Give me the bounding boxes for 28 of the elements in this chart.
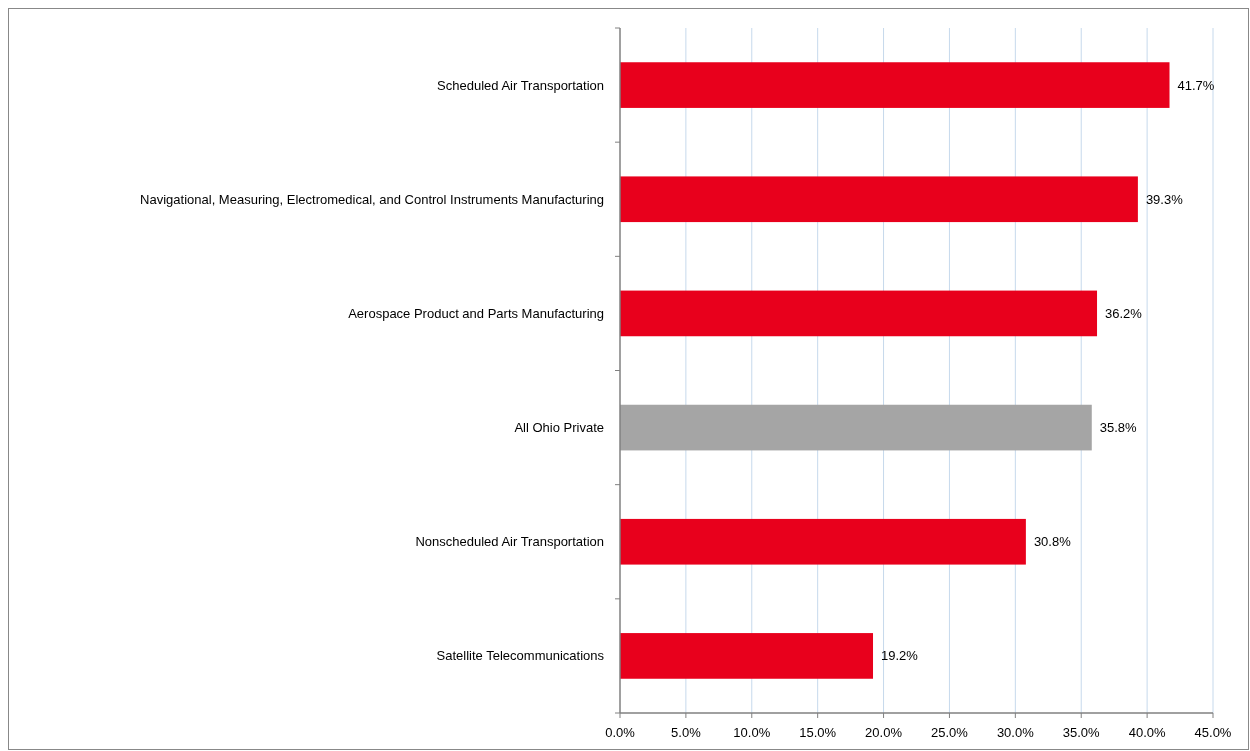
- x-tick-label: 45.0%: [1194, 725, 1232, 740]
- x-tick-label: 15.0%: [799, 725, 837, 740]
- bar: [620, 176, 1138, 223]
- y-tick-label: All Ohio Private: [514, 420, 604, 436]
- x-tick-label: 35.0%: [1062, 725, 1101, 740]
- data-label: 36.2%: [1105, 305, 1143, 321]
- x-tick-label: 20.0%: [865, 725, 903, 740]
- y-tick-label: Aerospace Product and Parts Manufacturing: [348, 305, 604, 321]
- x-tick-label: 40.0%: [1128, 725, 1166, 740]
- bar: [620, 518, 1026, 565]
- x-tick-label: 30.0%: [996, 725, 1035, 740]
- bar: [620, 404, 1092, 451]
- data-label: 19.2%: [881, 648, 919, 664]
- data-label: 30.8%: [1033, 534, 1072, 550]
- y-tick-label: Navigational, Measuring, Electromedical, and Control Instruments Manufacturing: [140, 191, 604, 207]
- y-tick-label: Scheduled Air Transportation: [437, 77, 604, 93]
- data-label: 41.7%: [1177, 77, 1215, 93]
- data-label: 39.3%: [1145, 191, 1184, 207]
- bar: [620, 633, 874, 679]
- x-tick-label: 0.0%: [605, 725, 636, 740]
- data-label: 35.8%: [1099, 420, 1138, 436]
- bar: [620, 62, 1170, 108]
- y-tick-label: Satellite Telecommunications: [436, 648, 605, 664]
- x-tick-label: 10.0%: [733, 725, 771, 740]
- y-tick-label: Nonscheduled Air Transportation: [415, 534, 604, 550]
- x-tick-label: 5.0%: [671, 725, 702, 740]
- bar: [620, 290, 1098, 337]
- x-tick-label: 25.0%: [931, 725, 969, 740]
